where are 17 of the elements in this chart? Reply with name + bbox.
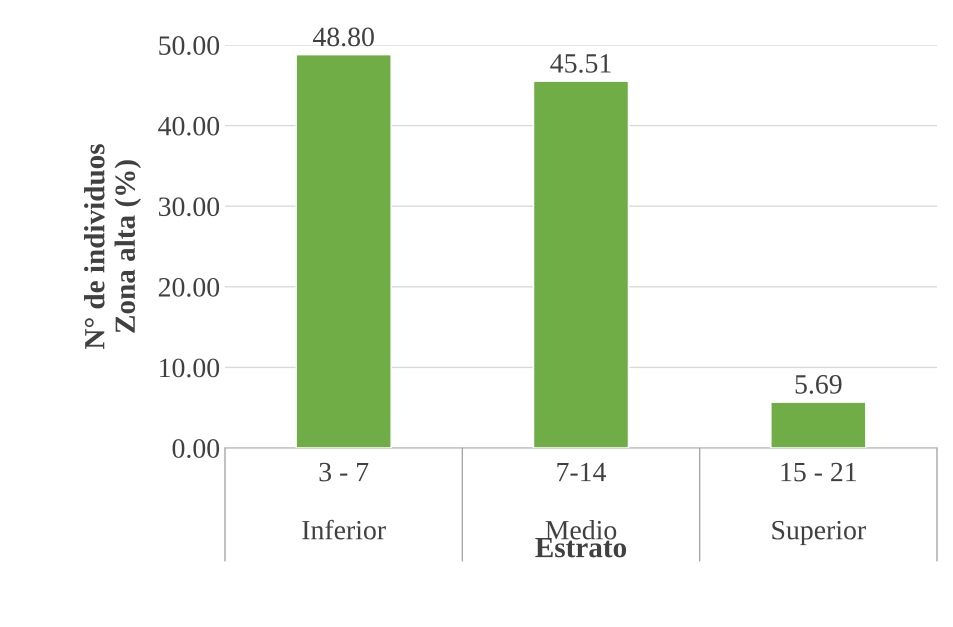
bar [296, 54, 392, 448]
y-axis-title: N° de individuos Zona alta (%) [84, 144, 141, 350]
bar [770, 401, 866, 448]
data-label: 48.80 [312, 28, 374, 46]
y-tick-label: 40.00 [158, 116, 220, 136]
y-tick-label: 50.00 [159, 36, 220, 56]
bar [532, 80, 630, 448]
y-tick-label: 30.00 [158, 197, 220, 216]
x-axis-title: Estrato [535, 538, 626, 558]
y-tick-label: 20.00 [158, 278, 220, 297]
data-label: 45.51 [550, 54, 611, 73]
category-label: 15 - 21 Superior [772, 462, 866, 546]
data-label: 5.69 [796, 375, 842, 394]
y-tick-label: 0.00 [172, 439, 220, 458]
category-label: 3 - 7 Inferior [302, 462, 386, 540]
category-label: 7-14 Medio [546, 462, 616, 540]
y-tick-label: 10.00 [160, 358, 220, 378]
